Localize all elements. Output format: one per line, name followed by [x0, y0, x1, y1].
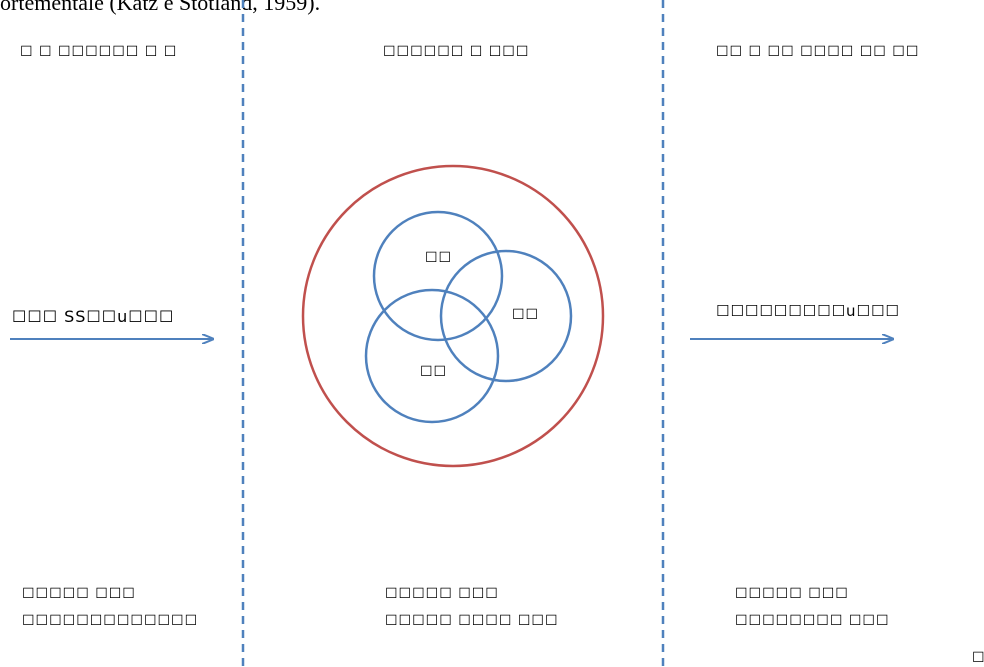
venn-circle-right — [439, 249, 573, 383]
middle-bottom-line1: ☐☐☐☐☐ ☐☐☐ — [385, 586, 499, 602]
left-column-title: ☐ ☐ ☐☐☐☐☐☐ ☐ ☐ — [20, 44, 178, 60]
venn-label-right: ☐☐ — [512, 307, 540, 323]
output-arrow-label: ☐☐☐☐☐☐☐☐☐u☐☐☐ — [716, 302, 900, 320]
figure-caption: ortementale (Katz e Stotland, 1959). — [0, 0, 321, 15]
corner-glyph: ☐ — [972, 650, 984, 666]
venn-circle-top — [372, 210, 504, 342]
middle-bottom-line2: ☐☐☐☐☐ ☐☐☐☐ ☐☐☐ — [385, 613, 559, 629]
venn-label-top: ☐☐ — [425, 250, 453, 266]
outer-circle — [301, 164, 605, 468]
middle-column-title: ☐☐☐☐☐☐ ☐ ☐☐☐ — [383, 44, 530, 60]
left-bottom-line2: ☐☐☐☐☐☐☐☐☐☐☐☐☐ — [22, 613, 199, 629]
input-arrow-label: ☐☐☐ SS☐☐u☐☐☐ — [12, 307, 175, 326]
venn-circle-bottom — [364, 288, 500, 424]
left-bottom-line1: ☐☐☐☐☐ ☐☐☐ — [22, 586, 136, 602]
right-bottom-line1: ☐☐☐☐☐ ☐☐☐ — [735, 586, 849, 602]
right-bottom-line2: ☐☐☐☐☐☐☐☐ ☐☐☐ — [735, 613, 890, 629]
right-column-title: ☐☐ ☐ ☐☐ ☐☐☐☐ ☐☐ ☐☐ — [716, 44, 920, 60]
venn-label-bottom: ☐☐ — [420, 364, 448, 380]
